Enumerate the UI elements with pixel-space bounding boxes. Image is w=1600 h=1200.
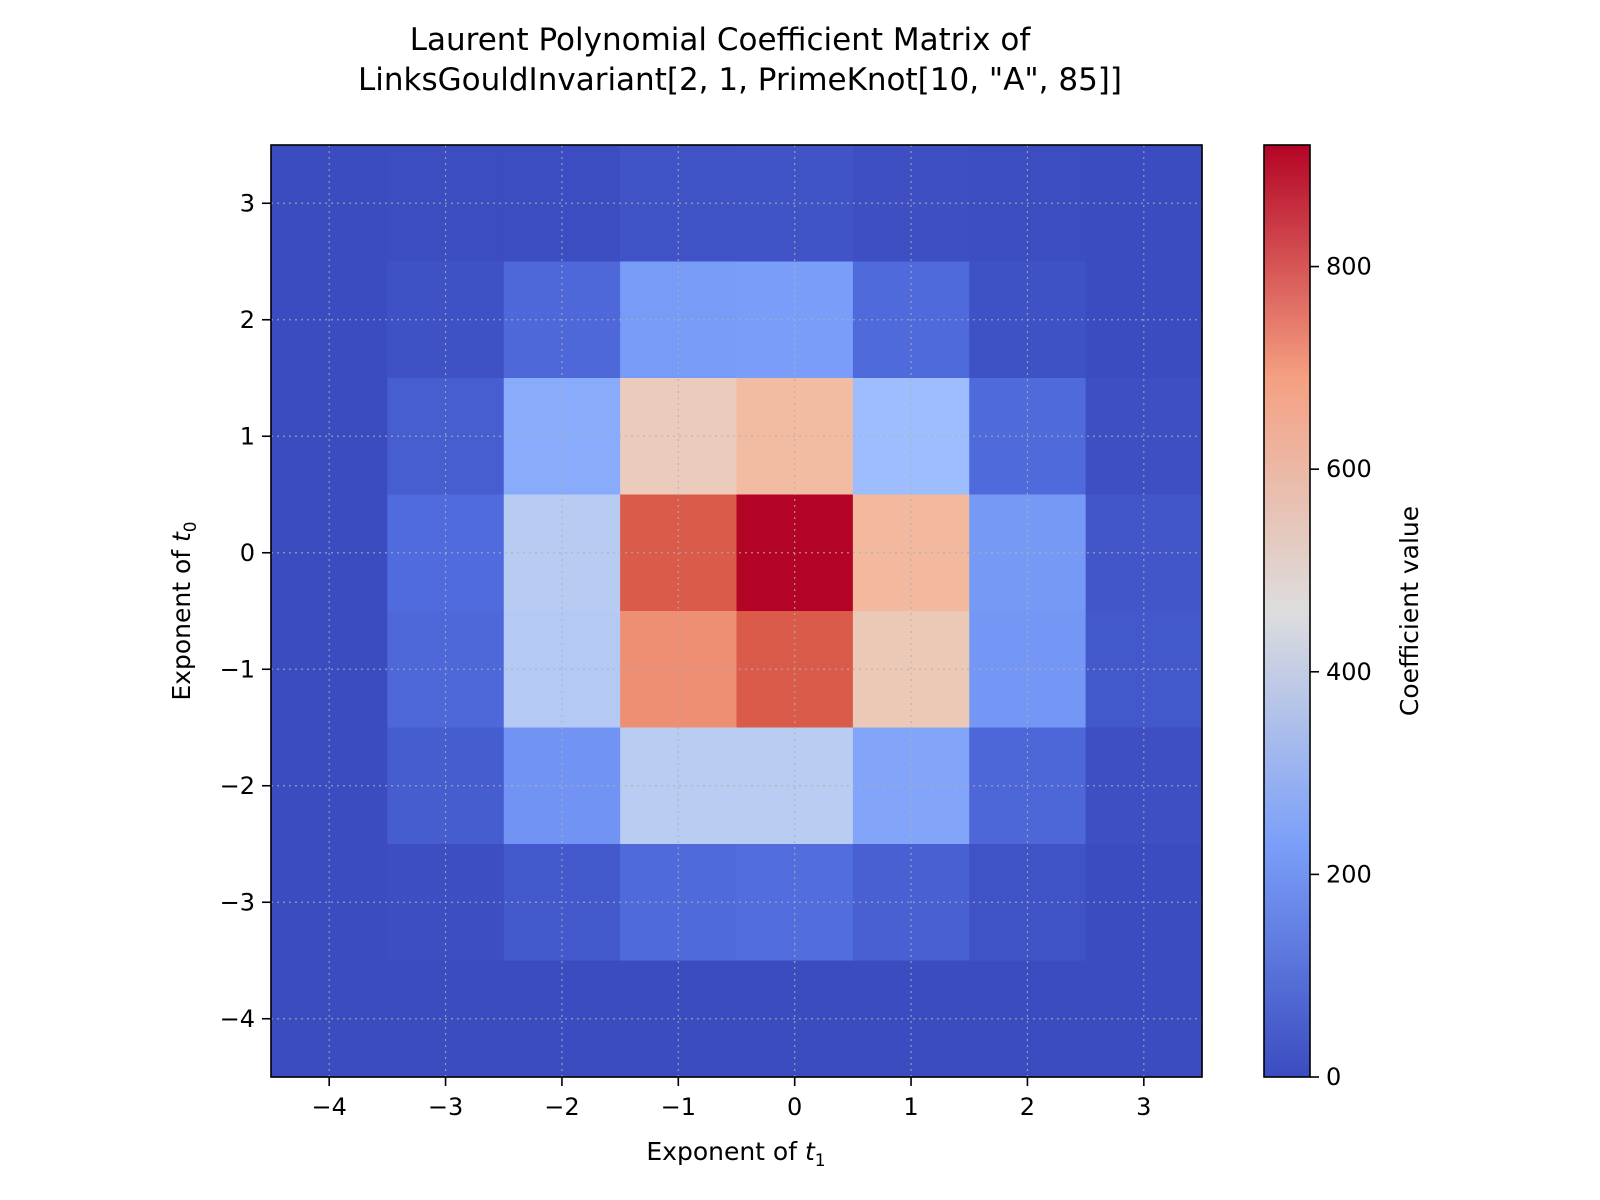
colorbar-label: Coefficient value bbox=[1395, 506, 1424, 716]
colorbar-tick-label: 400 bbox=[1326, 658, 1372, 686]
x-tick-label: 2 bbox=[1020, 1093, 1035, 1121]
y-tick-label: 3 bbox=[240, 189, 255, 217]
x-axis-ticks: −4 −3 −2 −1 0 1 2 3 bbox=[311, 1077, 1151, 1121]
y-tick-label: 2 bbox=[240, 306, 255, 334]
y-tick-label: 0 bbox=[240, 539, 255, 567]
grid-lines bbox=[271, 145, 1202, 1077]
colorbar-tick-label: 600 bbox=[1326, 455, 1372, 483]
y-axis-label: Exponent of t0 bbox=[167, 521, 201, 700]
heatmap-cell bbox=[852, 960, 970, 1078]
y-tick-label: −2 bbox=[220, 772, 255, 800]
heatmap-cell bbox=[503, 145, 621, 263]
heatmap-cell bbox=[503, 378, 621, 496]
y-tick-label: 1 bbox=[240, 422, 255, 450]
x-axis-label: Exponent of t1 bbox=[646, 1137, 825, 1171]
chart-title-line-2: LinksGouldInvariant[2, 1, PrimeKnot[10, … bbox=[358, 62, 1122, 98]
colorbar-ticks: 0 200 400 600 800 bbox=[1310, 253, 1372, 1091]
y-tick-label: −1 bbox=[220, 655, 255, 683]
heatmap-cell bbox=[620, 611, 738, 729]
x-tick-label: −4 bbox=[311, 1093, 346, 1121]
y-tick-label: −4 bbox=[220, 1005, 255, 1033]
heatmap-cell bbox=[1085, 960, 1203, 1078]
chart-title-line-1: Laurent Polynomial Coefficient Matrix of bbox=[410, 22, 1032, 58]
heatmap-cell bbox=[271, 145, 388, 263]
heatmap-cell bbox=[271, 378, 388, 496]
y-tick-label: −3 bbox=[220, 888, 255, 916]
heatmap-cell bbox=[852, 145, 970, 263]
heatmap-cell bbox=[852, 378, 970, 496]
colorbar-tick-label: 200 bbox=[1326, 860, 1372, 888]
x-tick-label: 3 bbox=[1136, 1093, 1151, 1121]
x-tick-label: −1 bbox=[661, 1093, 696, 1121]
heatmap-cell bbox=[271, 960, 388, 1078]
heatmap-cell bbox=[503, 960, 621, 1078]
x-tick-label: −2 bbox=[544, 1093, 579, 1121]
heatmap-cell bbox=[1085, 145, 1203, 263]
heatmap-cells bbox=[271, 145, 1203, 1078]
plot-frame bbox=[270, 144, 1203, 1078]
heatmap-cell bbox=[1085, 378, 1203, 496]
colorbar-tick-label: 800 bbox=[1326, 253, 1372, 281]
heatmap-cell bbox=[620, 727, 738, 845]
colorbar-tick-label: 0 bbox=[1326, 1063, 1341, 1091]
x-tick-label: 0 bbox=[787, 1093, 802, 1121]
y-axis-ticks: 3 2 1 0 −1 −2 −3 −4 bbox=[220, 189, 271, 1033]
x-tick-label: 1 bbox=[903, 1093, 918, 1121]
colorbar bbox=[1263, 144, 1311, 1078]
x-tick-label: −3 bbox=[428, 1093, 463, 1121]
